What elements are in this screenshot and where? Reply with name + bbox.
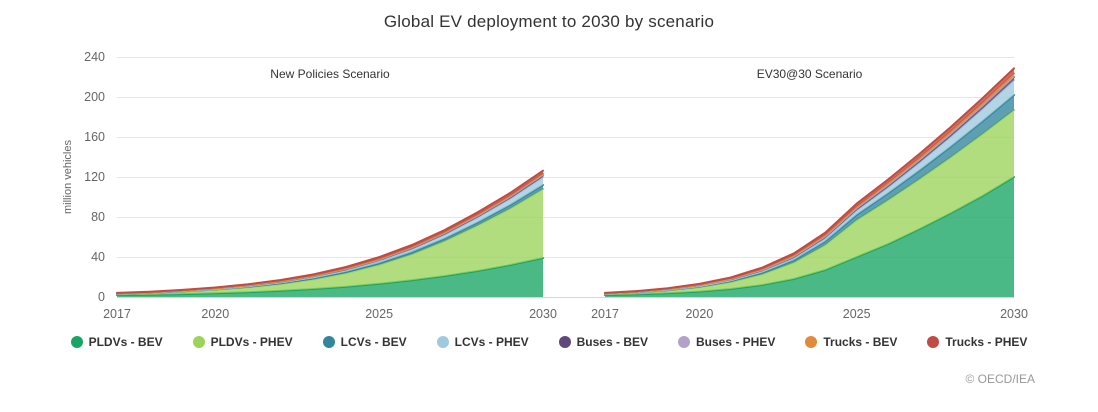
legend-label: LCVs - PHEV [454,335,529,349]
y-tick-label: 160 [84,130,105,144]
legend-label: PLDVs - PHEV [210,335,293,349]
legend-marker-icon [436,336,449,348]
legend-marker-icon [678,336,690,348]
legend-marker-icon [927,336,940,348]
y-tick-label: 40 [91,250,105,264]
legend-item-trucks-bev[interactable]: Trucks - BEV [805,335,897,349]
legend-label: Buses - BEV [576,335,648,349]
legend-label: Buses - PHEV [696,335,776,349]
y-tick-label: 0 [98,290,105,304]
y-tick-label: 200 [84,90,105,104]
legend-label: Trucks - PHEV [945,335,1028,349]
x-tick-label: 2025 [365,307,393,321]
x-tick-label: 2020 [685,307,713,321]
y-tick-label: 240 [84,50,105,64]
area-pldvs-bev-panel-1 [605,177,1014,297]
line-trucks-phev-panel-1 [604,67,1015,294]
legend-item-pldvs-phev[interactable]: PLDVs - PHEV [192,335,293,349]
legend-item-trucks-phev[interactable]: Trucks - PHEV [927,335,1027,349]
legend-label: PLDVs - BEV [88,335,163,349]
legend-marker-icon [558,336,571,348]
legend-marker-icon [70,336,83,348]
legend-marker-icon [805,336,818,348]
x-tick-label: 2030 [529,307,557,321]
x-tick-label: 2017 [591,307,619,321]
x-tick-label: 2020 [201,307,229,321]
legend-marker-icon [322,336,335,348]
legend-label: Trucks - BEV [823,335,898,349]
y-tick-label: 80 [91,210,105,224]
x-tick-label: 2025 [843,307,871,321]
area-pldvs-bev-panel-0 [117,258,543,297]
x-tick-label: 2030 [1000,307,1028,321]
panel-caption-ev30at30: EV30@30 Scenario [756,67,863,81]
legend-item-buses-phev[interactable]: Buses - PHEV [678,335,775,349]
chart-title: Global EV deployment to 2030 by scenario [383,12,715,31]
chart-legend: PLDVs - BEV PLDVs - PHEV LCVs - BEV LCVs - … [0,335,1098,349]
x-tick-label: 2017 [103,307,131,321]
area-pldvs-phev-panel-1 [605,110,1014,296]
copyright-credit: © OECD/IEA [965,372,1035,386]
legend-item-lcvs-phev[interactable]: LCVs - PHEV [436,335,529,349]
legend-marker-icon [192,336,205,348]
legend-label: LCVs - BEV [340,335,407,349]
y-tick-label: 120 [84,170,105,184]
legend-item-pldvs-bev[interactable]: PLDVs - BEV [70,335,163,349]
panel-caption-new-policies: New Policies Scenario [270,67,390,81]
line-trucks-phev-panel-0 [116,169,544,294]
legend-item-buses-bev[interactable]: Buses - BEV [558,335,648,349]
area-pldvs-phev-panel-0 [117,189,543,296]
legend-item-lcvs-bev[interactable]: LCVs - BEV [322,335,407,349]
